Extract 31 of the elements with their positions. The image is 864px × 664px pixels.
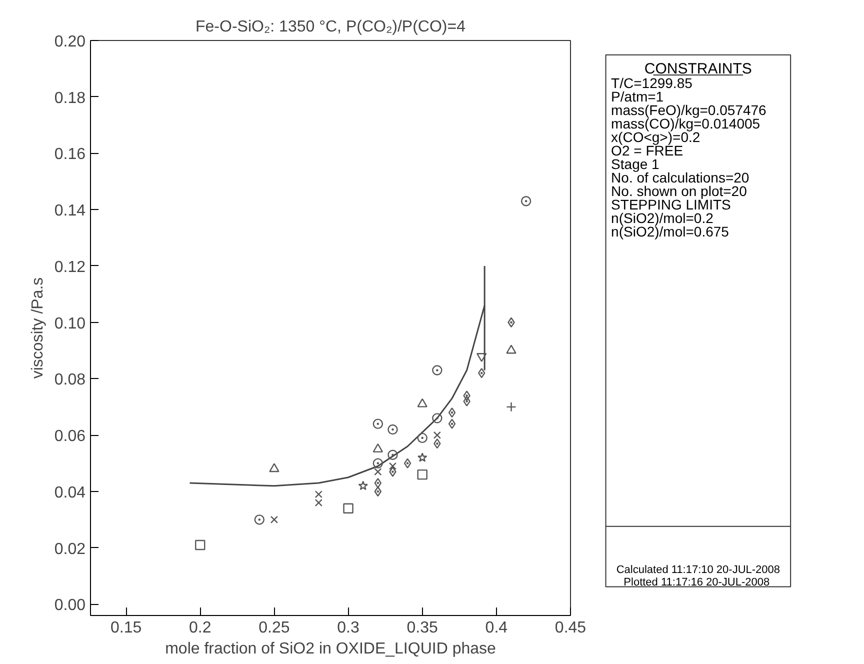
x-axis-title: mole fraction of SiO2 in OXIDE_LIQUID phase (165, 640, 496, 658)
text: Calculated 11:17:10 20-JUL-2008 (616, 564, 780, 576)
text: Plotted 11:17:16 20-JUL-2008 (624, 576, 770, 588)
text: n(SiO2)/mol=0.2 (611, 210, 714, 226)
y-tick-label: 0.18 (54, 90, 86, 107)
y-tick-label: 0.12 (54, 258, 86, 276)
y-tick-label: 0.06 (54, 428, 86, 446)
text: No. shown on plot=20 (611, 183, 748, 200)
text: CONSTRAINTS (644, 60, 752, 78)
x-tick-label: 0.2 (189, 620, 212, 636)
y-tick-label: 0.08 (54, 372, 86, 389)
y-tick-label: 0.20 (54, 34, 86, 50)
y-tick-label: 0.00 (54, 597, 86, 614)
text: STEPPING LIMITS (611, 196, 731, 213)
y-tick-label: 0.02 (54, 540, 86, 558)
text: T/C=1299.85 (611, 75, 693, 91)
y-axis-title: viscosity /Pa.s (29, 277, 46, 379)
y-tick-label: 0.16 (54, 146, 86, 164)
y-tick-label: 0.14 (54, 202, 86, 220)
y-tick-label: 0.04 (54, 484, 86, 502)
text: Stage 1 (611, 156, 660, 172)
y-tick-label: 0.10 (54, 315, 86, 332)
x-tick-label: 0.3 (337, 620, 360, 636)
text: P/atm=1 (611, 88, 664, 105)
x-tick-label: 0.25 (258, 620, 290, 636)
x-tick-label: 0.4 (485, 620, 508, 636)
chart-title: Fe-O-SiO₂: 1350 °C, P(CO₂)/P(CO)=4 (196, 18, 466, 36)
text: mass(FeO)/kg=0.057476 (611, 102, 767, 118)
x-tick-label: 0.35 (406, 620, 438, 636)
x-tick-label: 0.15 (110, 620, 142, 636)
x-tick-label: 0.45 (554, 620, 586, 636)
